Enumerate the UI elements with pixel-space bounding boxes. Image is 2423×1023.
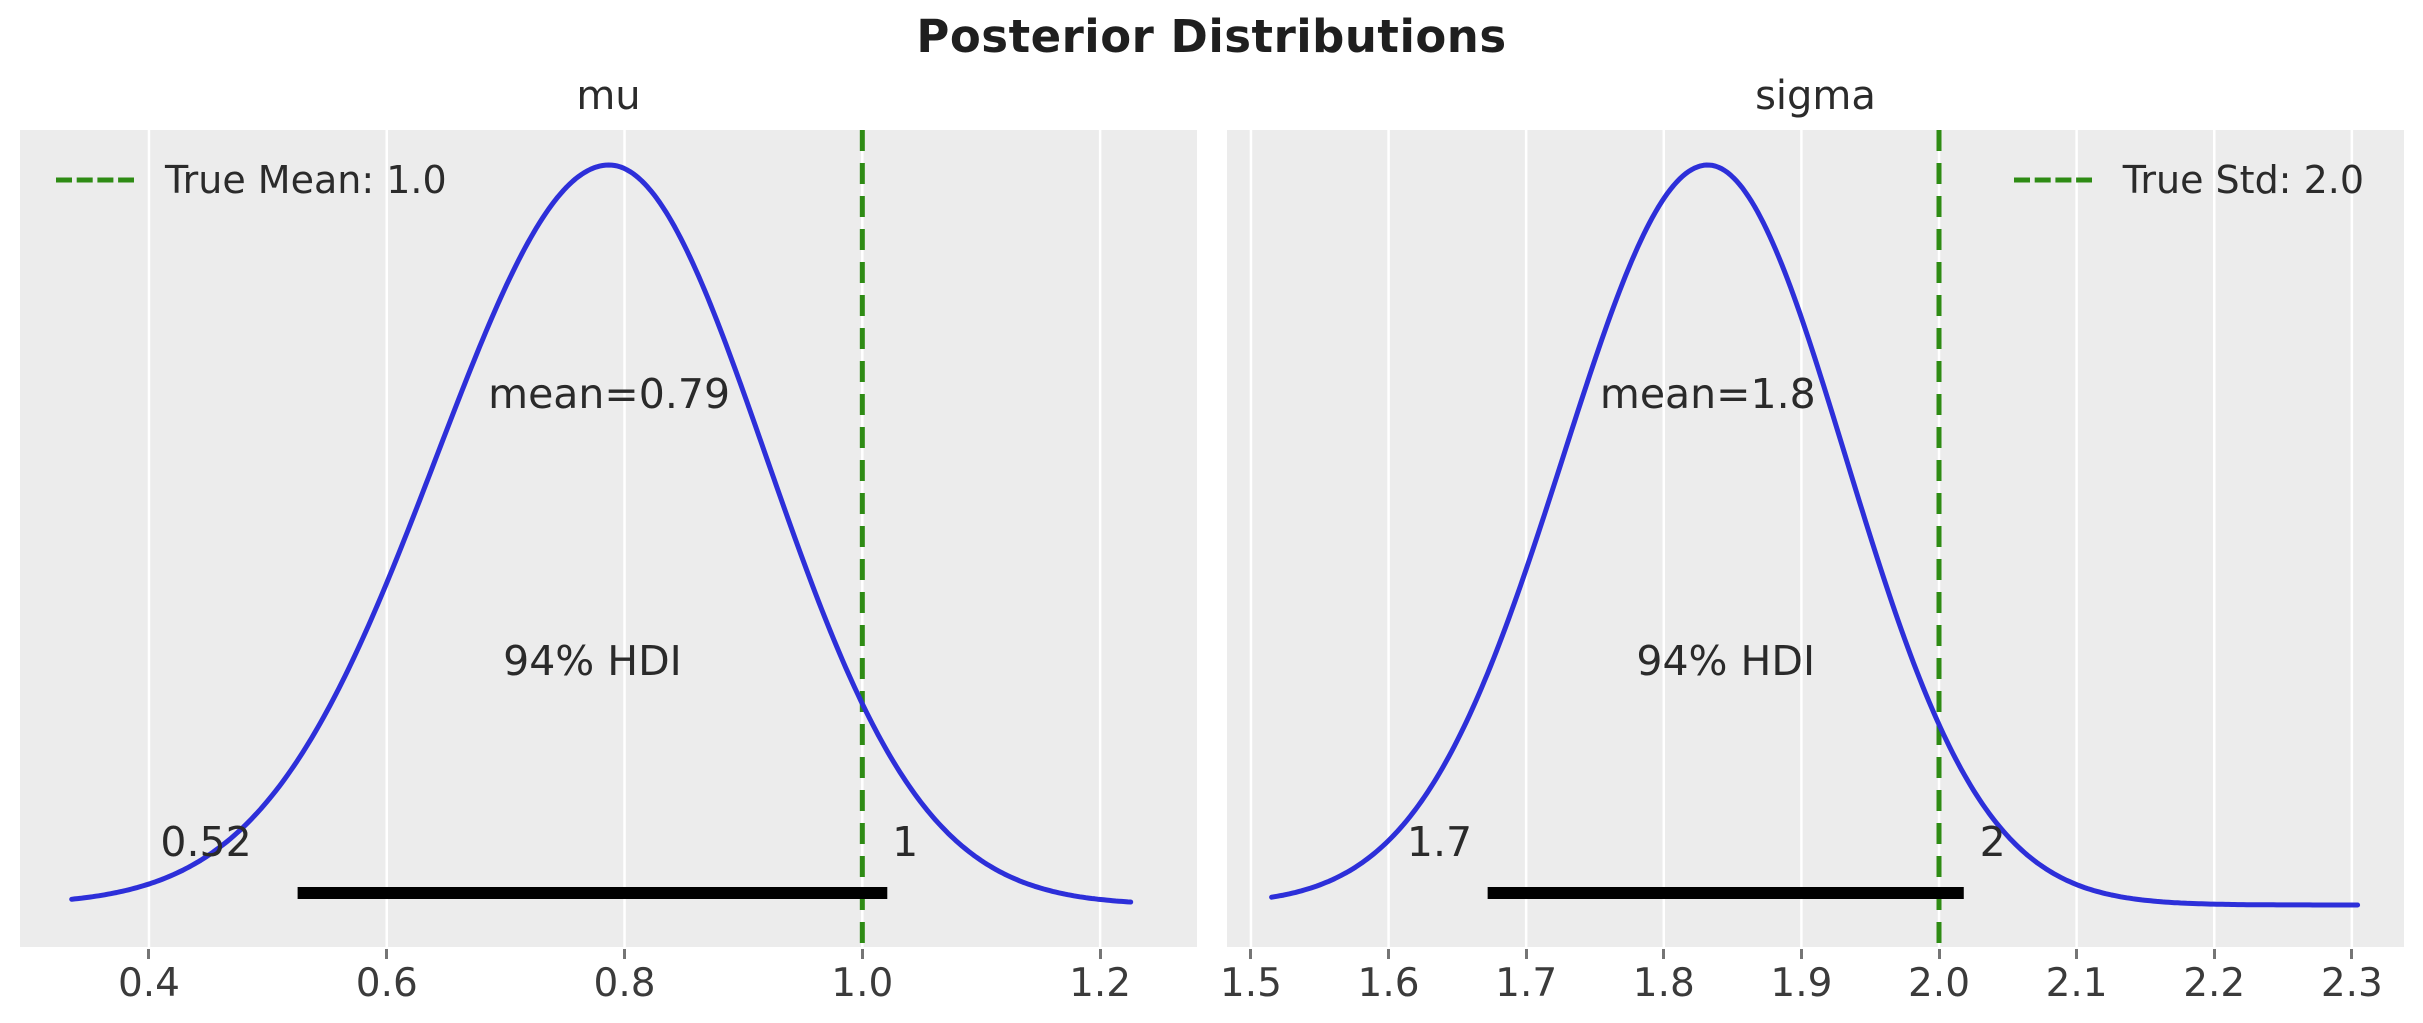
x-tick-mark bbox=[1387, 949, 1391, 959]
hdi-annotation-sigma: 94% HDI bbox=[1636, 637, 1816, 685]
x-tick-label: 0.6 bbox=[355, 961, 418, 1006]
x-tick-mark bbox=[623, 949, 627, 959]
mean-annotation-sigma: mean=1.8 bbox=[1599, 370, 1816, 418]
x-tick-mark bbox=[1098, 949, 1102, 959]
x-tick-label: 1.9 bbox=[1770, 961, 1833, 1006]
x-tick-label: 1.5 bbox=[1219, 961, 1282, 1006]
x-tick-mark bbox=[1799, 949, 1803, 959]
hdi-low-value-mu: 0.52 bbox=[160, 818, 252, 866]
x-tick-label: 2.0 bbox=[1907, 961, 1971, 1006]
x-tick-label: 2.1 bbox=[2045, 961, 2108, 1006]
subplot-title-sigma: sigma bbox=[1755, 73, 1876, 119]
x-tick-mark bbox=[1249, 949, 1253, 959]
x-tick-mark bbox=[2075, 949, 2079, 959]
x-tick-mark bbox=[2212, 949, 2216, 959]
hdi-high-value-sigma: 2 bbox=[1979, 818, 2006, 866]
x-tick-label: 1.6 bbox=[1357, 961, 1420, 1006]
mean-annotation-mu: mean=0.79 bbox=[488, 370, 731, 418]
hdi-high-value-mu: 1 bbox=[892, 818, 919, 866]
true-std-dash-icon bbox=[2013, 177, 2092, 183]
x-tick-label: 1.8 bbox=[1632, 961, 1695, 1006]
axes-mu: True Mean: 1.0 mean=0.79 94% HDI 0.52 1 bbox=[20, 130, 1197, 947]
x-tick-mark bbox=[1937, 949, 1941, 959]
legend-label-true-std: True Std: 2.0 bbox=[2122, 158, 2364, 202]
x-tick-label: 0.8 bbox=[593, 961, 656, 1006]
x-tick-label: 2.3 bbox=[2320, 961, 2383, 1006]
x-tick-mark bbox=[1524, 949, 1528, 959]
legend-mu: True Mean: 1.0 bbox=[55, 155, 447, 205]
x-tick-mark bbox=[1662, 949, 1666, 959]
kde-plot-mu bbox=[69, 130, 1134, 947]
x-tick-mark bbox=[860, 949, 864, 959]
axes-sigma: True Std: 2.0 mean=1.8 94% HDI 1.7 2 bbox=[1227, 130, 2404, 947]
kde-plot-sigma bbox=[1249, 130, 2361, 947]
subplot-title-mu: mu bbox=[576, 73, 641, 119]
x-tick-mark bbox=[385, 949, 389, 959]
x-tick-mark bbox=[147, 949, 151, 959]
figure-title: Posterior Distributions bbox=[916, 10, 1507, 63]
panel-sigma: sigma True Std: 2.0 mean=1.8 94% HDI 1.7… bbox=[1220, 73, 2404, 1020]
x-tick-label: 1.0 bbox=[831, 961, 894, 1006]
legend-sigma: True Std: 2.0 bbox=[2013, 155, 2364, 205]
true-mean-dash-icon bbox=[56, 177, 134, 183]
x-tick-label: 0.4 bbox=[117, 961, 180, 1006]
x-tick-mark bbox=[2350, 949, 2354, 959]
x-tick-label: 2.2 bbox=[2183, 961, 2246, 1006]
panel-mu: mu True Mean: 1.0 mean=0.79 94% HDI 0.52… bbox=[20, 73, 1197, 1020]
legend-label-true-mean: True Mean: 1.0 bbox=[165, 158, 447, 202]
x-axis-mu: 0.4 0.6 0.8 1.0 1.2 bbox=[20, 947, 1197, 1017]
hdi-annotation-mu: 94% HDI bbox=[503, 637, 682, 685]
x-axis-sigma: 1.5 1.6 1.7 1.8 1.9 2.0 2.1 2.2 2.3 bbox=[1220, 947, 2404, 1017]
x-tick-label: 1.7 bbox=[1495, 961, 1558, 1006]
x-tick-label: 1.2 bbox=[1069, 961, 1132, 1006]
hdi-low-value-sigma: 1.7 bbox=[1406, 818, 1473, 866]
